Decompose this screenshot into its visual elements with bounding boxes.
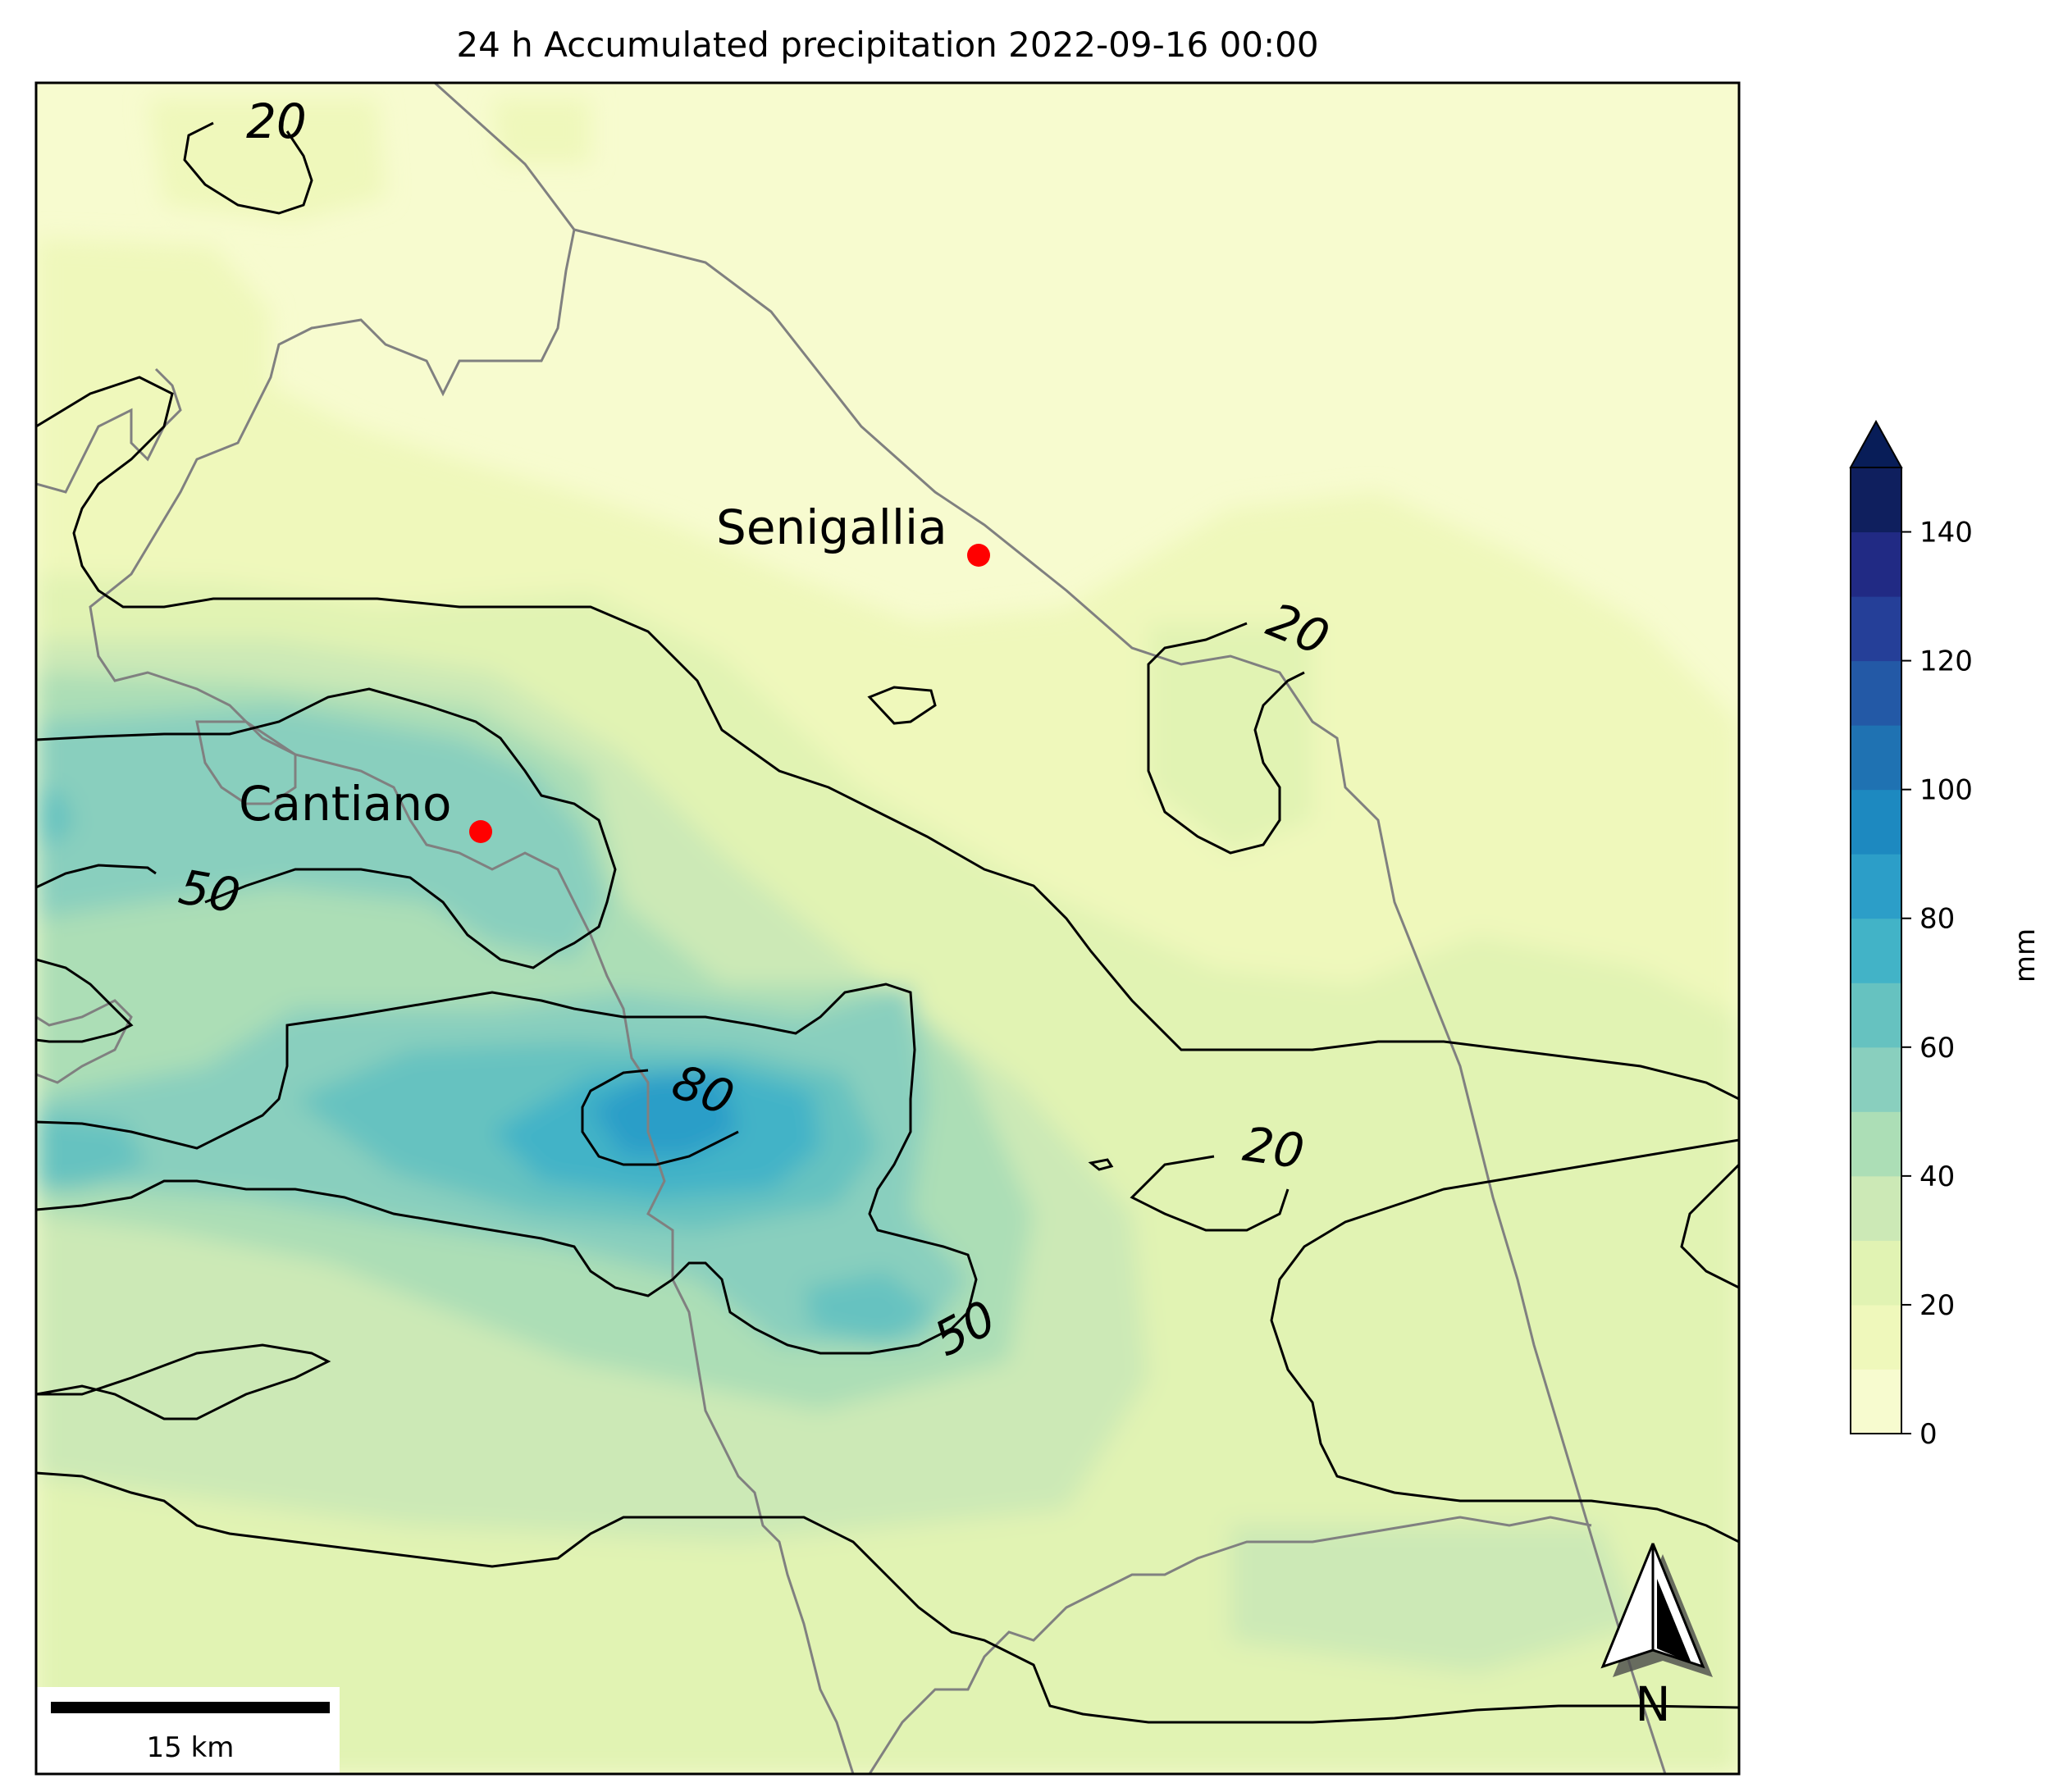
contour-lines xyxy=(36,121,1739,1724)
colorbar-band-10-20 xyxy=(1851,1304,1901,1370)
contour-20-east-loop xyxy=(1147,622,1305,855)
scale-bar: 15 km xyxy=(36,1687,340,1774)
precip-band-10-20-north xyxy=(148,98,386,221)
colorbar-band-20-30 xyxy=(1851,1240,1901,1306)
regional-border-enclave xyxy=(195,720,297,805)
contour-label-50-west: 50 xyxy=(175,859,244,924)
north-arrow-right-fill xyxy=(1657,1579,1691,1663)
precip-band-50-60 xyxy=(36,705,607,960)
place-marker[interactable] xyxy=(967,544,990,567)
colorbar-band-40-50 xyxy=(1851,1111,1901,1177)
colorbar-band-130-140 xyxy=(1851,531,1901,597)
contour-label-20-mid: 20 xyxy=(1239,1116,1308,1180)
colorbar-band-120-130 xyxy=(1851,596,1901,662)
contour-50-south xyxy=(36,983,978,1355)
precip-band-60-70-w2 xyxy=(36,787,74,845)
colorbar-tick-label: 0 xyxy=(1919,1418,1938,1451)
place-senigallia[interactable]: Senigallia xyxy=(716,499,990,567)
colorbar-outline xyxy=(1850,467,1902,1434)
precip-band-80-90 xyxy=(591,1074,738,1156)
coastline xyxy=(433,83,1667,1774)
contour-20-east-edge xyxy=(1680,1163,1739,1289)
precip-band-10-20-ne xyxy=(492,98,591,164)
colorbar-tick-label: 60 xyxy=(1919,1032,1955,1065)
place-cantiano[interactable]: Cantiano xyxy=(239,776,492,843)
colorbar-band-60-70 xyxy=(1851,983,1901,1048)
contour-label-20-nw: 20 xyxy=(246,93,307,149)
regional-border-south xyxy=(868,1516,1592,1774)
colorbar-band-110-120 xyxy=(1851,660,1901,726)
contour-50-cantiano xyxy=(36,687,617,969)
map-frame xyxy=(34,81,1741,1776)
place-name: Cantiano xyxy=(239,776,451,832)
contour-20-nw xyxy=(183,121,313,215)
contour-50-cantiano-b xyxy=(36,864,157,889)
colorbar-band-140-150 xyxy=(1851,467,1901,533)
contour-20-far-south xyxy=(36,1471,1739,1724)
colorbar-extend-arrow xyxy=(1849,419,1903,468)
regional-border-west xyxy=(36,367,182,494)
colorbar-band-70-80 xyxy=(1851,918,1901,983)
precip-band-60-70-se xyxy=(804,1271,935,1345)
colorbar-tick-label: 20 xyxy=(1919,1289,1955,1322)
colorbar-unit-label: mm xyxy=(2009,928,2042,983)
scale-bar-background xyxy=(36,1687,340,1774)
regional-border-north xyxy=(89,229,855,1774)
map-panel[interactable]: 20 20 50 80 50 20 Senigallia Cantiano 15… xyxy=(36,83,1739,1774)
colorbar-tick-label: 40 xyxy=(1919,1160,1955,1193)
colorbar-band-50-60 xyxy=(1851,1046,1901,1112)
contour-20-small-loop xyxy=(867,686,937,725)
contour-20-mid-loop xyxy=(1130,1155,1290,1232)
north-arrow-label: N xyxy=(1635,1676,1670,1732)
colorbar-band-100-110 xyxy=(1851,725,1901,791)
colorbar: 0 20 40 60 80 100 120 140 xyxy=(1849,419,1973,1451)
contour-50-west-small xyxy=(36,958,134,1043)
colorbar-band-80-90 xyxy=(1851,854,1901,919)
contour-20-tiny xyxy=(1088,1158,1114,1171)
colorbar-band-0-10 xyxy=(1851,1369,1901,1434)
contour-20-west xyxy=(36,376,1739,1101)
place-marker[interactable] xyxy=(469,820,492,843)
contour-20-south xyxy=(36,1343,331,1420)
region-borders xyxy=(36,83,1667,1774)
precip-band-30-40-se xyxy=(1230,1525,1641,1673)
map-title: 24 h Accumulated precipitation 2022-09-1… xyxy=(456,25,1319,65)
colorbar-tick-label: 100 xyxy=(1919,774,1973,807)
regional-border-sw xyxy=(36,999,133,1084)
contour-80 xyxy=(581,1069,739,1166)
scale-bar-line xyxy=(51,1702,330,1713)
colorbar-band-90-100 xyxy=(1851,789,1901,855)
scale-bar-label: 15 km xyxy=(147,1731,235,1764)
north-arrow: N xyxy=(1600,1543,1713,1732)
contour-20-southeast xyxy=(1270,1138,1739,1543)
place-name: Senigallia xyxy=(716,499,947,555)
colorbar-tick-label: 120 xyxy=(1919,645,1973,678)
colorbar-tick-label: 140 xyxy=(1919,517,1973,549)
precip-band-60-70-west xyxy=(36,1115,148,1189)
precip-band-20-30-east xyxy=(1148,623,1312,853)
colorbar-band-30-40 xyxy=(1851,1175,1901,1241)
colorbar-tick-label: 80 xyxy=(1919,903,1955,936)
